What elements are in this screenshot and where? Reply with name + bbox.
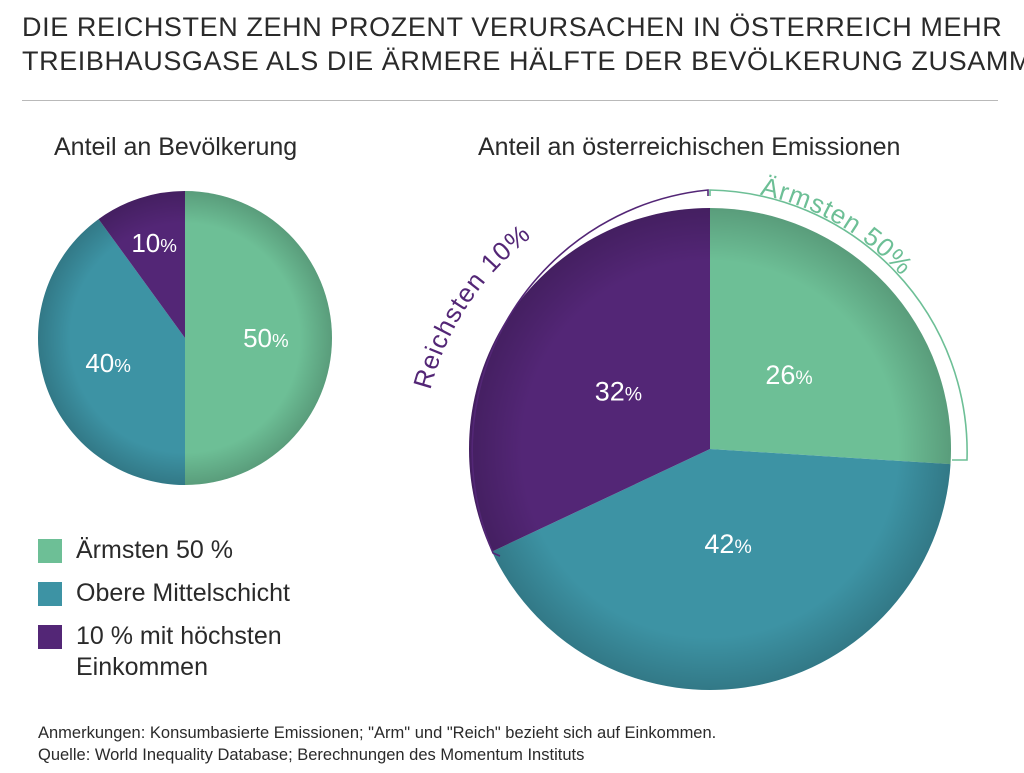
right-chart-title: Anteil an österreichischen Emissionen (478, 133, 901, 161)
left-chart-title: Anteil an Bevölkerung (54, 133, 298, 161)
legend-label-reichste: 10 % mit höchsten Einkommen (76, 622, 282, 681)
emissions-pie: 26%42%32% (469, 208, 951, 690)
chart-title: Die reichsten zehn Prozent verursachen i… (22, 10, 1024, 78)
legend-label-armsten: Ärmsten 50 % (76, 536, 234, 564)
emissions-shading (469, 208, 951, 690)
title-line-1: Die reichsten zehn Prozent verursachen i… (22, 12, 1003, 42)
population-pie: 50%40%10% (38, 191, 332, 485)
armsten-bracket (709, 189, 968, 461)
population-shading (38, 191, 332, 485)
legend-swatch-reichste (38, 625, 62, 649)
notes-line-1: Anmerkungen: Konsumbasierte Emissionen; … (38, 724, 717, 742)
legend-item-mittelschicht: Obere Mittelschicht (38, 578, 336, 609)
legend-label-mittelschicht: Obere Mittelschicht (76, 579, 290, 607)
legend-swatch-mittelschicht (38, 582, 62, 606)
legend-item-reichste: 10 % mit höchsten Einkommen (38, 621, 336, 683)
title-divider (22, 100, 998, 101)
reichsten-bracket (471, 189, 709, 557)
legend: Ärmsten 50 % Obere Mittelschicht 10 % mi… (38, 535, 336, 695)
footnotes: Anmerkungen: Konsumbasierte Emissionen; … (38, 722, 716, 766)
notes-line-2: Quelle: World Inequality Database; Berec… (38, 746, 585, 764)
title-line-2: Treibhausgase als die ärmere Hälfte der … (22, 46, 1024, 76)
legend-swatch-armsten (38, 539, 62, 563)
legend-item-armsten: Ärmsten 50 % (38, 535, 336, 566)
